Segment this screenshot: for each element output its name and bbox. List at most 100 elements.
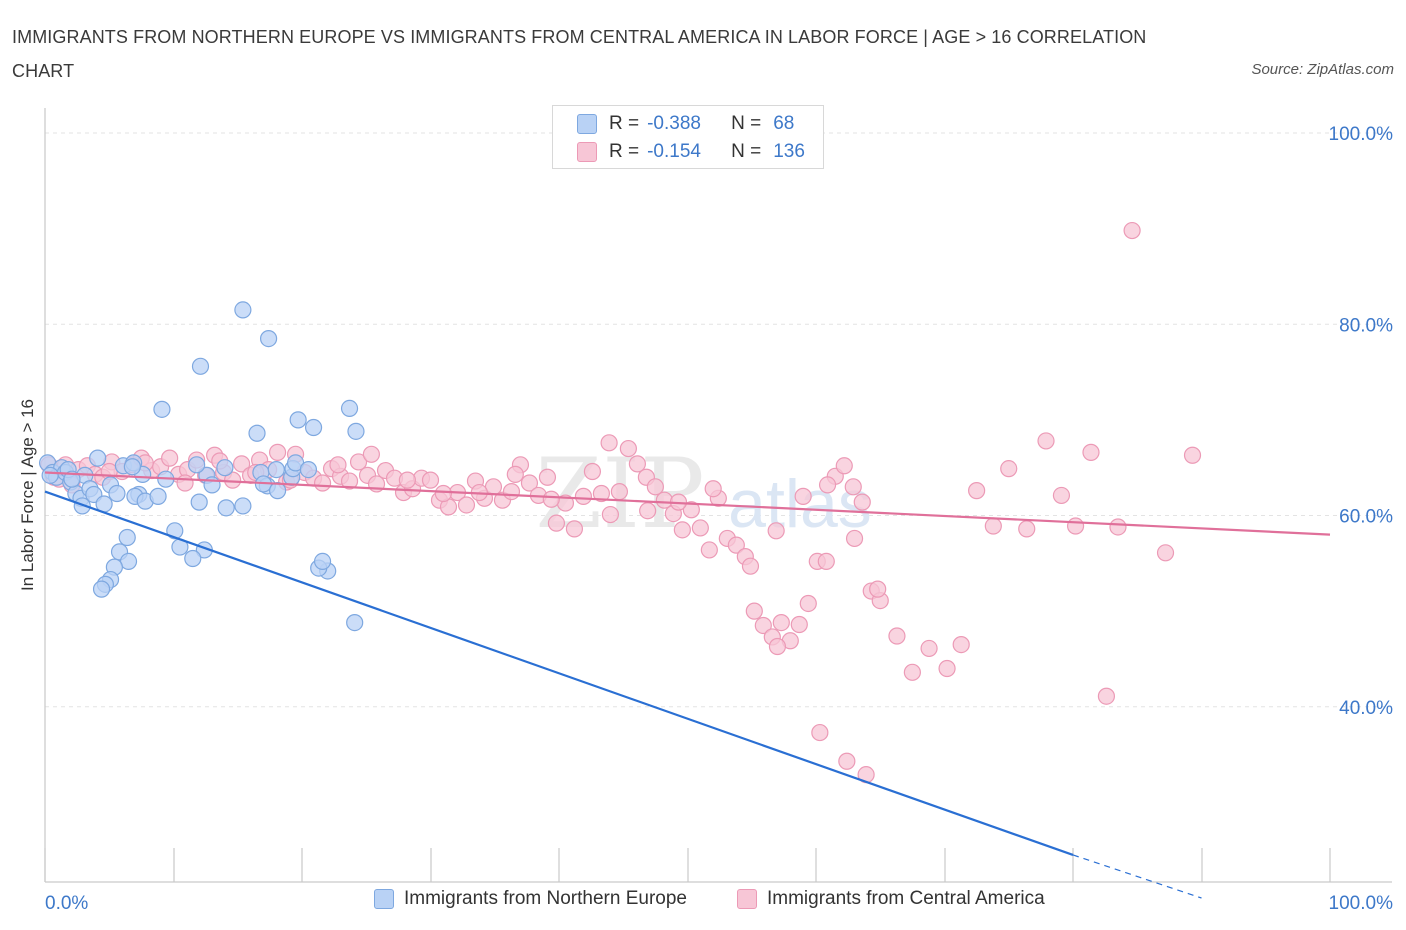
point-central-america: [362, 445, 380, 463]
point-central-america: [268, 443, 287, 461]
axes: [44, 108, 1392, 883]
point-central-america: [421, 471, 440, 489]
r-value-blue: -0.388: [647, 113, 701, 134]
point-central-america: [161, 449, 179, 467]
chart-title: IMMIGRANTS FROM NORTHERN EUROPE VS IMMIG…: [12, 27, 1147, 81]
point-central-america: [869, 580, 887, 598]
point-central-america: [888, 627, 906, 645]
point-northern-europe: [153, 400, 171, 418]
point-central-america: [700, 541, 718, 559]
point-central-america: [639, 502, 657, 520]
point-northern-europe: [118, 528, 136, 547]
n-value-blue: 68: [773, 113, 795, 134]
point-central-america: [610, 482, 628, 501]
point-central-america: [349, 453, 368, 471]
point-central-america: [845, 529, 864, 548]
point-northern-europe: [346, 613, 364, 632]
bottom-legend-swatch-pink: [737, 889, 757, 909]
point-central-america: [673, 521, 691, 539]
point-northern-europe: [190, 493, 208, 511]
point-central-america: [457, 496, 476, 514]
point-northern-europe: [313, 552, 332, 571]
point-central-america: [1082, 443, 1100, 461]
point-central-america: [817, 552, 835, 571]
point-central-america: [818, 476, 837, 494]
point-central-america: [313, 474, 332, 492]
point-northern-europe: [92, 580, 111, 598]
point-northern-europe: [191, 357, 210, 375]
point-central-america: [398, 471, 416, 489]
point-central-america: [844, 478, 862, 496]
x-tick-label-min: 0.0%: [45, 893, 88, 914]
point-northern-europe: [149, 487, 167, 505]
point-central-america: [600, 434, 618, 452]
point-northern-europe: [108, 484, 126, 503]
point-central-america: [506, 465, 524, 483]
point-northern-europe: [289, 411, 307, 429]
x-ticks: [44, 848, 1331, 882]
point-central-america: [838, 752, 856, 770]
point-northern-europe: [340, 399, 359, 417]
point-central-america: [682, 501, 700, 519]
r-value-pink: -0.154: [647, 141, 701, 162]
point-central-america: [1123, 221, 1141, 240]
y-tick-label: 40.0%: [1339, 698, 1393, 719]
point-central-america: [952, 635, 970, 654]
point-northern-europe: [217, 499, 235, 517]
point-central-america: [1018, 520, 1036, 538]
n-label: N =: [731, 141, 762, 162]
trend-line-northern-europe: [44, 490, 1074, 857]
point-central-america: [1156, 544, 1175, 562]
point-northern-europe: [299, 461, 318, 479]
point-northern-europe: [184, 549, 202, 568]
n-value-pink: 136: [773, 141, 805, 162]
point-central-america: [574, 487, 593, 505]
point-central-america: [542, 490, 560, 508]
source-label: Source: ZipAtlas.com: [1251, 61, 1394, 78]
point-central-america: [691, 519, 709, 537]
point-central-america: [727, 536, 745, 554]
point-central-america: [704, 480, 722, 498]
point-northern-europe: [248, 424, 266, 442]
point-central-america: [767, 522, 785, 540]
n-label: N =: [731, 113, 762, 134]
point-central-america: [794, 487, 812, 505]
legend-swatch-blue: [577, 114, 597, 134]
y-tick-labels: 40.0% 60.0% 80.0% 100.0%: [1329, 124, 1394, 719]
r-label: R =: [609, 141, 640, 162]
point-central-america: [502, 482, 521, 501]
legend-swatch-pink: [577, 142, 597, 162]
point-central-america: [853, 493, 871, 511]
point-central-america: [619, 439, 637, 458]
point-central-america: [799, 594, 817, 613]
point-northern-europe: [166, 522, 184, 540]
point-central-america: [1183, 446, 1202, 464]
point-northern-europe: [41, 466, 59, 484]
point-central-america: [628, 455, 646, 473]
point-northern-europe: [73, 497, 91, 515]
bottom-legend-label-northern-europe: Immigrants from Northern Europe: [404, 888, 687, 909]
y-tick-label: 60.0%: [1339, 507, 1393, 528]
r-label: R =: [609, 113, 640, 134]
bottom-legend-swatch-blue: [374, 889, 394, 909]
point-central-america: [434, 484, 452, 503]
point-central-america: [340, 472, 359, 490]
point-central-america: [329, 456, 347, 474]
stats-legend-row-pink: R = -0.154 N = 136: [577, 139, 805, 165]
point-central-america: [790, 615, 808, 634]
point-central-america: [768, 637, 787, 656]
point-central-america: [583, 462, 602, 481]
point-northern-europe: [123, 458, 141, 476]
point-central-america: [592, 484, 611, 503]
point-northern-europe: [188, 456, 206, 474]
point-central-america: [811, 723, 829, 742]
point-central-america: [601, 505, 620, 524]
point-northern-europe: [63, 470, 81, 488]
gridlines: [45, 132, 1392, 708]
point-central-america: [1037, 432, 1055, 450]
stats-legend-row-blue: R = -0.388 N = 68: [577, 111, 794, 137]
point-central-america: [547, 514, 566, 532]
point-central-america: [741, 557, 760, 575]
point-central-america: [176, 474, 194, 492]
